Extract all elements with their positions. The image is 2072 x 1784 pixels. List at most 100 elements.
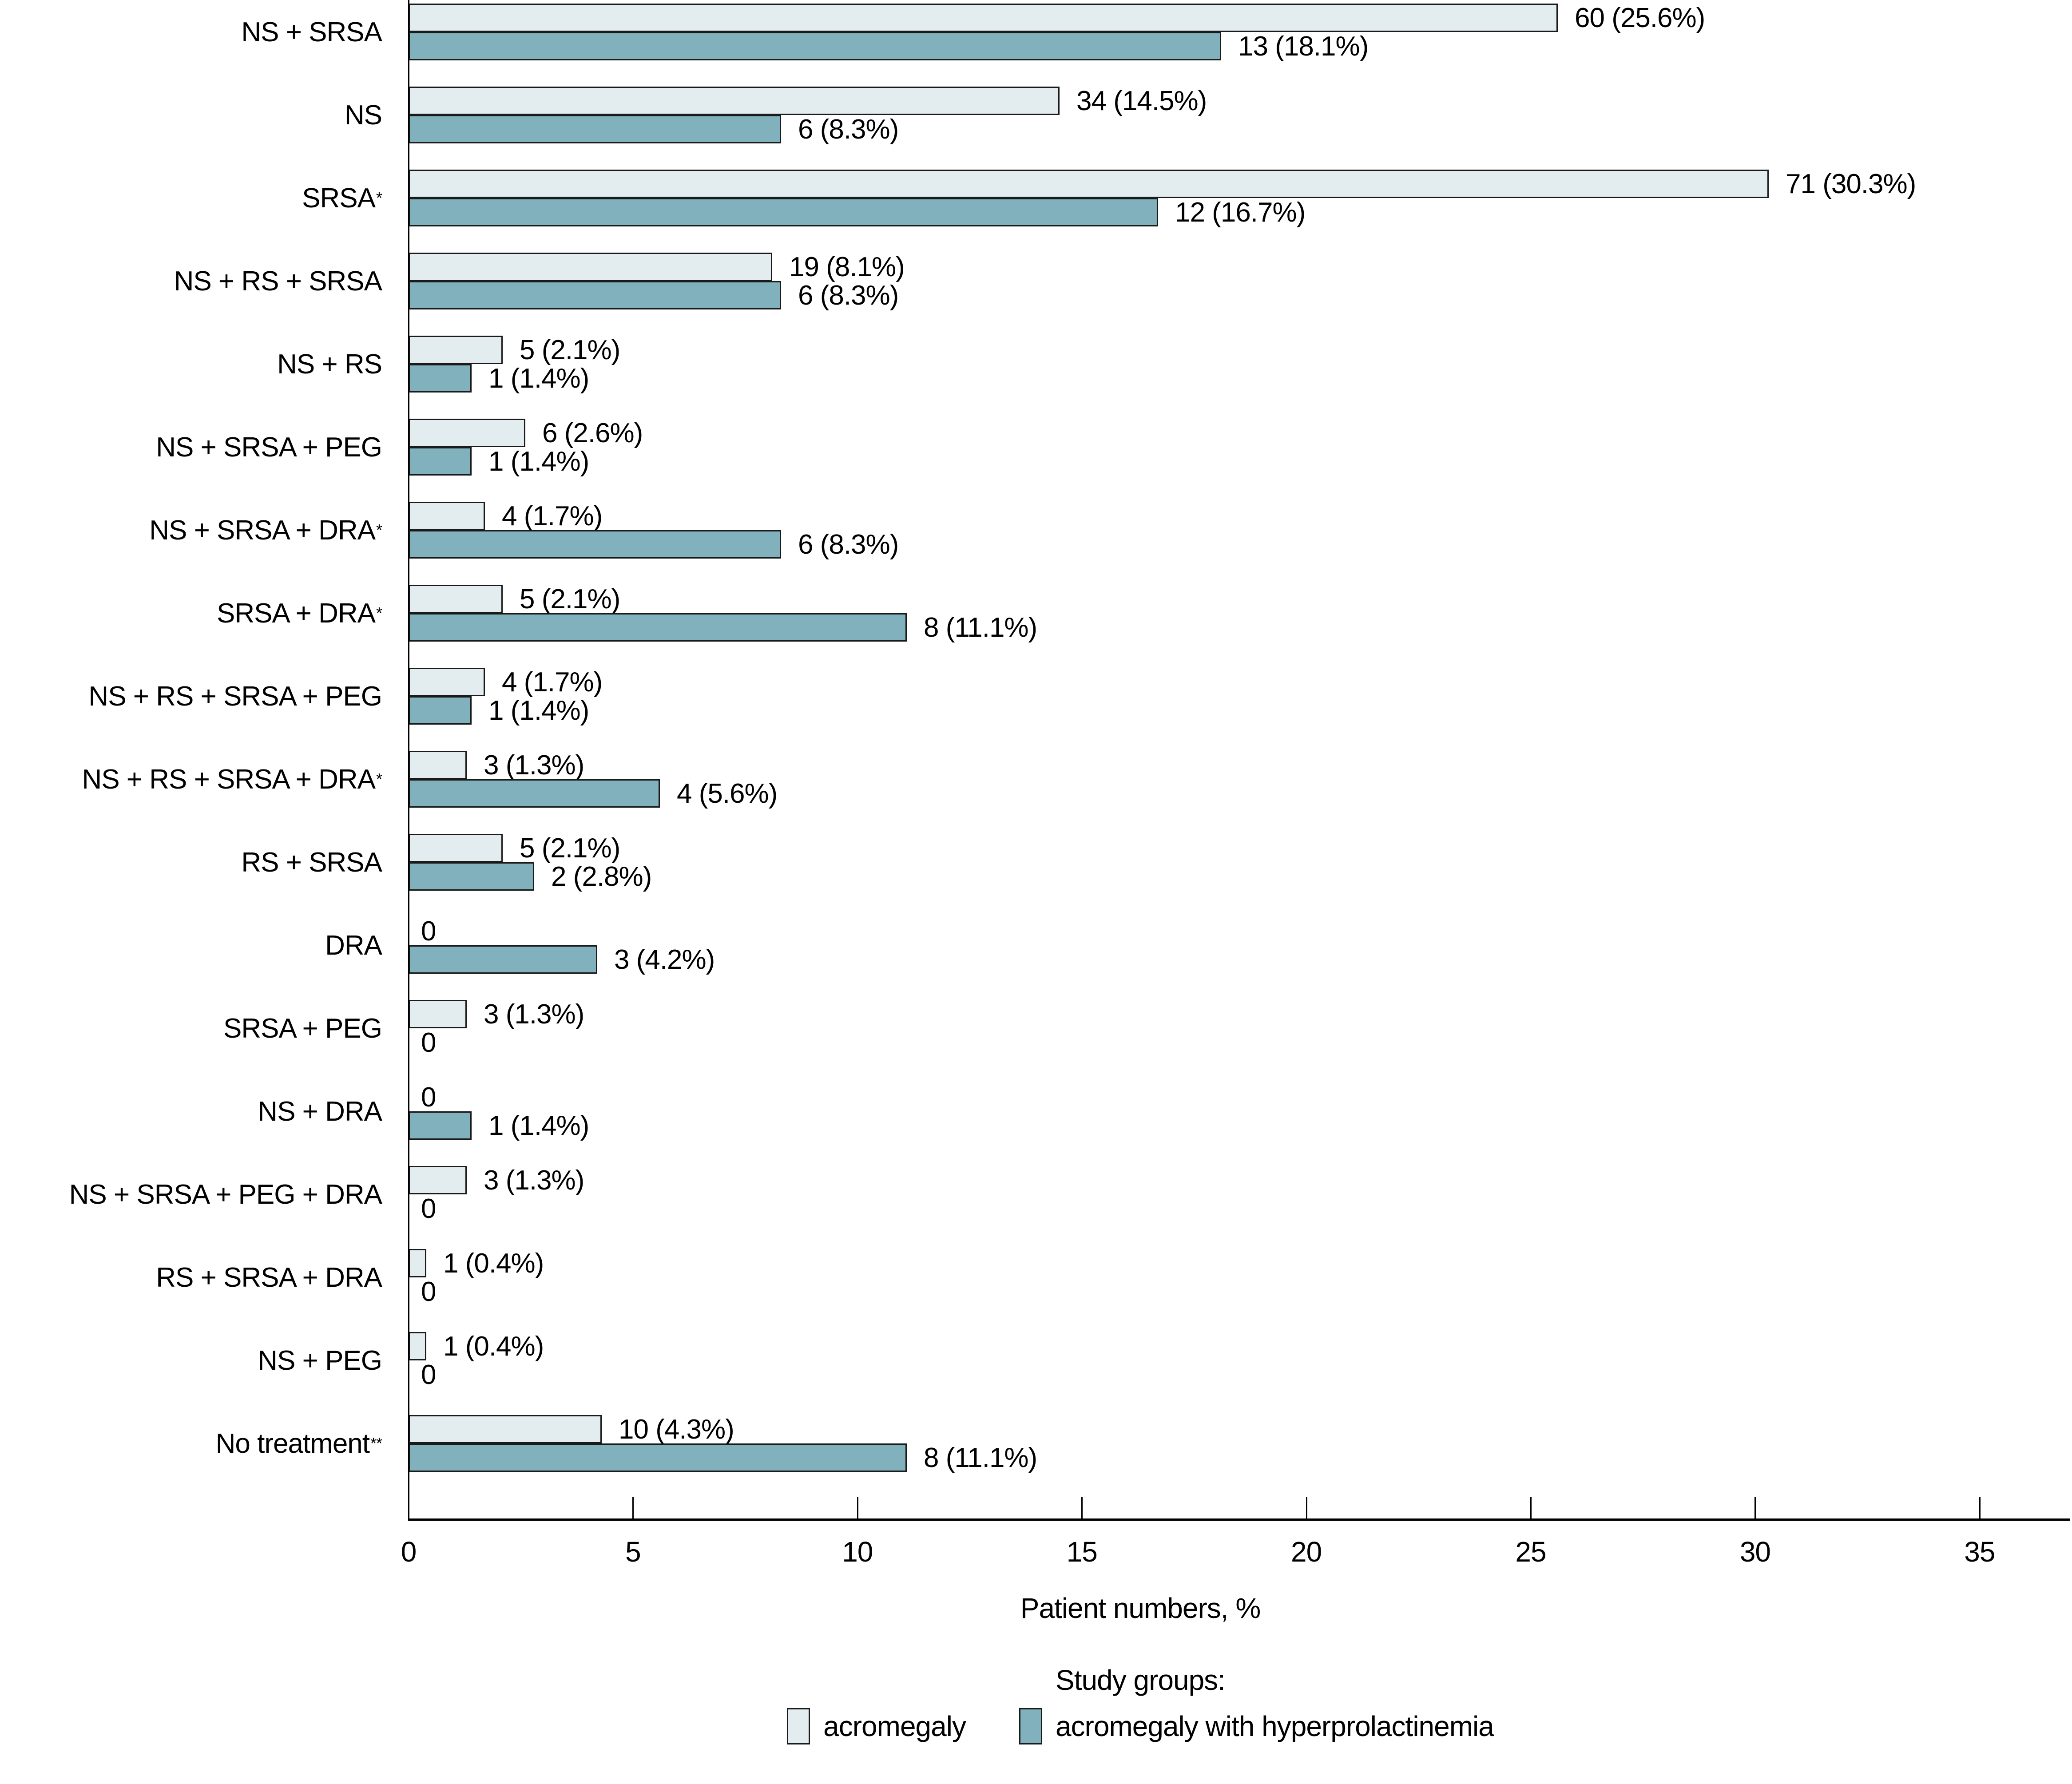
bar-acromegaly <box>409 419 525 447</box>
bar-acromegaly <box>409 4 1558 32</box>
bar-acromegaly-with-hyperprolactinemia <box>409 862 534 891</box>
category-label: NS + RS + SRSA <box>0 253 382 309</box>
legend-swatch-acromegaly <box>787 1708 810 1744</box>
category-label-text: DRA <box>325 930 382 961</box>
value-label: 8 (11.1%) <box>924 1442 1037 1473</box>
category-label: NS + SRSA + PEG + DRA <box>0 1166 382 1223</box>
legend-label-acromegaly: acromegaly <box>823 1710 966 1742</box>
bar-acromegaly <box>409 336 503 364</box>
bar-acromegaly-with-hyperprolactinemia <box>409 1111 472 1140</box>
value-label: 10 (4.3%) <box>619 1414 734 1445</box>
category-label: NS + SRSA + PEG <box>0 419 382 476</box>
bar-acromegaly-with-hyperprolactinemia <box>409 945 597 974</box>
category-label-text: SRSA <box>302 182 376 214</box>
legend-swatch-acromegaly-with-hyperprolactinemia <box>1019 1708 1042 1744</box>
x-tick <box>1979 1497 1981 1518</box>
value-label: 3 (1.3%) <box>484 999 584 1030</box>
category-label-text: NS + DRA <box>258 1096 382 1127</box>
category-label-text: RS + SRSA + DRA <box>156 1262 382 1293</box>
category-label-text: NS + RS + SRSA <box>174 266 382 297</box>
x-tick-label: 0 <box>401 1536 417 1568</box>
legend-item-acromegaly: acromegaly <box>787 1708 966 1744</box>
legend-title: Study groups: <box>1056 1664 1226 1696</box>
x-tick <box>1754 1497 1756 1518</box>
value-label: 3 (1.3%) <box>484 1165 584 1196</box>
bar-acromegaly-with-hyperprolactinemia <box>409 613 907 642</box>
category-label-text: NS + SRSA + DRA <box>149 515 376 546</box>
category-label: SRSA + DRA * <box>217 598 382 629</box>
category-label-text: SRSA + PEG <box>223 1013 382 1044</box>
bar-acromegaly <box>409 87 1060 115</box>
bar-acromegaly-with-hyperprolactinemia <box>409 779 660 808</box>
category-label: NS + DRA <box>0 1083 382 1140</box>
x-tick <box>1306 1497 1307 1518</box>
bar-acromegaly <box>409 668 485 696</box>
value-label: 5 (2.1%) <box>520 583 620 614</box>
category-label: NS + RS + SRSA + DRA * <box>82 764 382 795</box>
bar-acromegaly-with-hyperprolactinemia <box>409 696 472 725</box>
bar-acromegaly-with-hyperprolactinemia <box>409 198 1158 226</box>
value-label: 4 (1.7%) <box>502 666 603 698</box>
category-label: NS + RS <box>0 336 382 392</box>
category-label: NS + RS + SRSA + PEG <box>0 668 382 725</box>
value-label: 1 (1.4%) <box>488 363 589 394</box>
value-label: 4 (5.6%) <box>677 778 778 809</box>
bar-acromegaly-with-hyperprolactinemia <box>409 447 472 476</box>
bar-acromegaly <box>409 1166 467 1194</box>
y-axis-line <box>408 0 409 1520</box>
category-label-text: NS + SRSA + PEG <box>156 432 382 463</box>
x-tick-label: 30 <box>1739 1536 1771 1568</box>
value-label: 0 <box>421 1359 436 1390</box>
value-label: 12 (16.7%) <box>1175 197 1306 228</box>
x-tick-label: 15 <box>1066 1536 1098 1568</box>
value-label: 5 (2.1%) <box>520 334 620 365</box>
value-label: 71 (30.3%) <box>1786 168 1916 199</box>
category-label: SRSA + PEG <box>0 1000 382 1057</box>
x-tick <box>1081 1497 1083 1518</box>
category-label-text: RS + SRSA <box>241 847 382 878</box>
x-tick-label: 5 <box>625 1536 641 1568</box>
value-label: 0 <box>421 1027 436 1058</box>
x-axis-title: Patient numbers, % <box>1020 1592 1261 1624</box>
chart-footer: Patient numbers, % Study groups: acromeg… <box>209 1592 2072 1744</box>
x-tick <box>857 1497 858 1518</box>
value-label: 6 (8.3%) <box>798 114 899 145</box>
value-label: 0 <box>421 916 436 947</box>
bar-acromegaly <box>409 170 1769 198</box>
value-label: 6 (8.3%) <box>798 280 899 311</box>
category-label-text: NS + PEG <box>258 1345 382 1376</box>
category-label-text: No treatment <box>215 1428 370 1459</box>
value-label: 6 (8.3%) <box>798 529 899 560</box>
legend-item-acromegaly-with-hyperprolactinemia: acromegaly with hyperprolactinemia <box>1019 1708 1494 1744</box>
category-label-text: NS + RS <box>277 349 382 380</box>
x-tick <box>1530 1497 1532 1518</box>
category-label-text: NS + SRSA + PEG + DRA <box>69 1179 382 1210</box>
category-label: NS + SRSA <box>0 4 382 60</box>
category-label: NS + SRSA + DRA * <box>149 515 382 546</box>
value-label: 1 (1.4%) <box>488 1110 589 1141</box>
value-label: 13 (18.1%) <box>1238 31 1369 62</box>
category-label: NS <box>0 87 382 143</box>
category-label: SRSA * <box>302 182 382 214</box>
bar-acromegaly-with-hyperprolactinemia <box>409 115 781 143</box>
category-label-text: NS + RS + SRSA + DRA <box>82 764 376 795</box>
value-label: 1 (1.4%) <box>488 446 589 477</box>
value-label: 1 (1.4%) <box>488 695 589 726</box>
bar-acromegaly <box>409 751 467 779</box>
category-label-text: NS <box>344 99 382 131</box>
bar-acromegaly <box>409 834 503 862</box>
value-label: 60 (25.6%) <box>1575 2 1705 33</box>
bar-acromegaly-with-hyperprolactinemia <box>409 530 781 559</box>
category-label-text: NS + RS + SRSA + PEG <box>88 681 382 712</box>
bar-acromegaly <box>409 253 772 281</box>
category-label: NS + PEG <box>0 1332 382 1389</box>
value-label: 0 <box>421 1276 436 1307</box>
x-tick <box>632 1497 634 1518</box>
value-label: 4 (1.7%) <box>502 500 603 531</box>
category-label: RS + SRSA <box>0 834 382 891</box>
category-label: DRA <box>0 917 382 974</box>
legend: acromegaly acromegaly with hyperprolacti… <box>209 1708 2072 1744</box>
bar-acromegaly <box>409 585 503 613</box>
x-tick-label: 10 <box>842 1536 873 1568</box>
